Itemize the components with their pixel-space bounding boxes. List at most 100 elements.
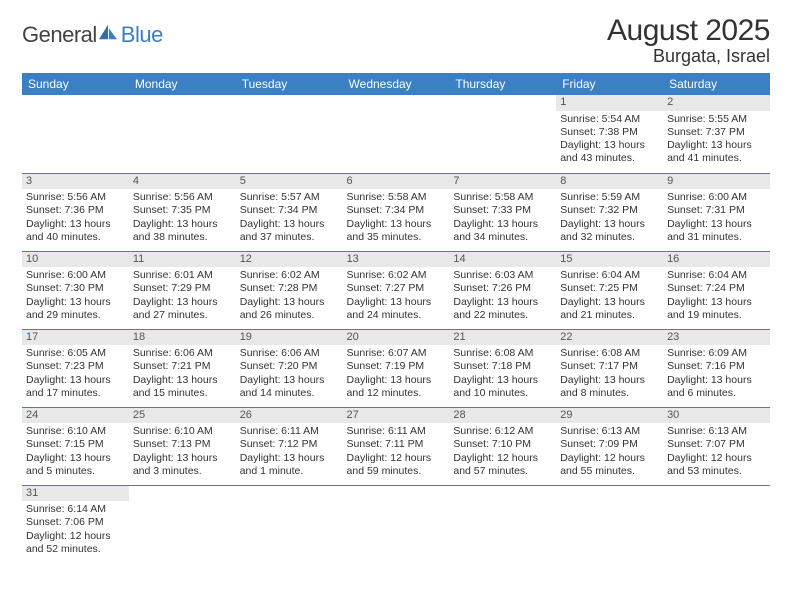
daylight-text: Daylight: 13 hours [26, 218, 125, 231]
day-number: 17 [22, 330, 129, 346]
sunset-text: Sunset: 7:36 PM [26, 204, 125, 217]
sunset-text: Sunset: 7:15 PM [26, 438, 125, 451]
daylight-text: Daylight: 13 hours [133, 296, 232, 309]
sunrise-text: Sunrise: 6:04 AM [560, 269, 659, 282]
calendar-cell [663, 485, 770, 563]
calendar-row: 17Sunrise: 6:05 AMSunset: 7:23 PMDayligh… [22, 329, 770, 407]
day-number: 27 [343, 408, 450, 424]
sunrise-text: Sunrise: 6:02 AM [347, 269, 446, 282]
day-number: 31 [22, 486, 129, 502]
daylight-text: and 19 minutes. [667, 309, 766, 322]
day-number: 2 [663, 95, 770, 111]
sunset-text: Sunset: 7:11 PM [347, 438, 446, 451]
daylight-text: Daylight: 13 hours [453, 218, 552, 231]
day-number: 14 [449, 252, 556, 268]
sunset-text: Sunset: 7:21 PM [133, 360, 232, 373]
calendar-cell: 5Sunrise: 5:57 AMSunset: 7:34 PMDaylight… [236, 173, 343, 251]
day-number: 16 [663, 252, 770, 268]
daylight-text: Daylight: 13 hours [347, 374, 446, 387]
daylight-text: Daylight: 13 hours [26, 452, 125, 465]
sunset-text: Sunset: 7:17 PM [560, 360, 659, 373]
calendar-cell: 19Sunrise: 6:06 AMSunset: 7:20 PMDayligh… [236, 329, 343, 407]
sunrise-text: Sunrise: 6:10 AM [133, 425, 232, 438]
daylight-text: and 3 minutes. [133, 465, 232, 478]
calendar-cell [449, 95, 556, 173]
day-number: 18 [129, 330, 236, 346]
day-number: 15 [556, 252, 663, 268]
daylight-text: Daylight: 13 hours [347, 218, 446, 231]
calendar-cell: 15Sunrise: 6:04 AMSunset: 7:25 PMDayligh… [556, 251, 663, 329]
day-number: 6 [343, 174, 450, 190]
calendar-cell: 20Sunrise: 6:07 AMSunset: 7:19 PMDayligh… [343, 329, 450, 407]
sunrise-text: Sunrise: 5:59 AM [560, 191, 659, 204]
daylight-text: and 10 minutes. [453, 387, 552, 400]
daylight-text: Daylight: 12 hours [26, 530, 125, 543]
day-number: 12 [236, 252, 343, 268]
month-title: August 2025 [607, 14, 770, 48]
daylight-text: and 21 minutes. [560, 309, 659, 322]
day-header: Friday [556, 73, 663, 95]
sunset-text: Sunset: 7:25 PM [560, 282, 659, 295]
sunrise-text: Sunrise: 6:07 AM [347, 347, 446, 360]
day-number: 22 [556, 330, 663, 346]
daylight-text: Daylight: 13 hours [240, 452, 339, 465]
sunrise-text: Sunrise: 6:00 AM [26, 269, 125, 282]
calendar-cell: 24Sunrise: 6:10 AMSunset: 7:15 PMDayligh… [22, 407, 129, 485]
day-number: 23 [663, 330, 770, 346]
sunset-text: Sunset: 7:10 PM [453, 438, 552, 451]
day-number: 21 [449, 330, 556, 346]
sunset-text: Sunset: 7:38 PM [560, 126, 659, 139]
daylight-text: Daylight: 13 hours [240, 296, 339, 309]
sunrise-text: Sunrise: 6:00 AM [667, 191, 766, 204]
day-number: 4 [129, 174, 236, 190]
sunrise-text: Sunrise: 5:58 AM [347, 191, 446, 204]
day-number: 20 [343, 330, 450, 346]
daylight-text: Daylight: 13 hours [667, 218, 766, 231]
sunrise-text: Sunrise: 6:03 AM [453, 269, 552, 282]
sunrise-text: Sunrise: 5:58 AM [453, 191, 552, 204]
calendar-cell: 13Sunrise: 6:02 AMSunset: 7:27 PMDayligh… [343, 251, 450, 329]
sunrise-text: Sunrise: 6:10 AM [26, 425, 125, 438]
sunset-text: Sunset: 7:19 PM [347, 360, 446, 373]
daylight-text: Daylight: 12 hours [347, 452, 446, 465]
daylight-text: Daylight: 13 hours [26, 296, 125, 309]
calendar-cell: 4Sunrise: 5:56 AMSunset: 7:35 PMDaylight… [129, 173, 236, 251]
logo-sail-icon [97, 23, 119, 41]
header: General Blue August 2025 Burgata, Israel [22, 14, 770, 67]
daylight-text: and 38 minutes. [133, 231, 232, 244]
sunset-text: Sunset: 7:33 PM [453, 204, 552, 217]
calendar-cell: 17Sunrise: 6:05 AMSunset: 7:23 PMDayligh… [22, 329, 129, 407]
calendar-cell: 14Sunrise: 6:03 AMSunset: 7:26 PMDayligh… [449, 251, 556, 329]
daylight-text: and 31 minutes. [667, 231, 766, 244]
daylight-text: Daylight: 13 hours [453, 374, 552, 387]
calendar-cell [236, 485, 343, 563]
daylight-text: and 55 minutes. [560, 465, 659, 478]
sunset-text: Sunset: 7:30 PM [26, 282, 125, 295]
daylight-text: and 27 minutes. [133, 309, 232, 322]
sunrise-text: Sunrise: 5:56 AM [26, 191, 125, 204]
sunrise-text: Sunrise: 5:57 AM [240, 191, 339, 204]
calendar-cell: 28Sunrise: 6:12 AMSunset: 7:10 PMDayligh… [449, 407, 556, 485]
calendar-cell: 27Sunrise: 6:11 AMSunset: 7:11 PMDayligh… [343, 407, 450, 485]
day-header: Monday [129, 73, 236, 95]
calendar-row: 24Sunrise: 6:10 AMSunset: 7:15 PMDayligh… [22, 407, 770, 485]
daylight-text: Daylight: 13 hours [240, 218, 339, 231]
sunset-text: Sunset: 7:37 PM [667, 126, 766, 139]
sunrise-text: Sunrise: 6:02 AM [240, 269, 339, 282]
sunrise-text: Sunrise: 6:06 AM [133, 347, 232, 360]
daylight-text: Daylight: 12 hours [453, 452, 552, 465]
sunset-text: Sunset: 7:07 PM [667, 438, 766, 451]
daylight-text: Daylight: 13 hours [560, 374, 659, 387]
calendar-row: 3Sunrise: 5:56 AMSunset: 7:36 PMDaylight… [22, 173, 770, 251]
daylight-text: Daylight: 12 hours [560, 452, 659, 465]
calendar-cell: 3Sunrise: 5:56 AMSunset: 7:36 PMDaylight… [22, 173, 129, 251]
calendar-cell [129, 95, 236, 173]
daylight-text: Daylight: 13 hours [560, 296, 659, 309]
daylight-text: Daylight: 13 hours [133, 452, 232, 465]
daylight-text: Daylight: 13 hours [240, 374, 339, 387]
sunrise-text: Sunrise: 6:01 AM [133, 269, 232, 282]
daylight-text: Daylight: 13 hours [133, 218, 232, 231]
day-number: 30 [663, 408, 770, 424]
sunset-text: Sunset: 7:28 PM [240, 282, 339, 295]
sunset-text: Sunset: 7:13 PM [133, 438, 232, 451]
